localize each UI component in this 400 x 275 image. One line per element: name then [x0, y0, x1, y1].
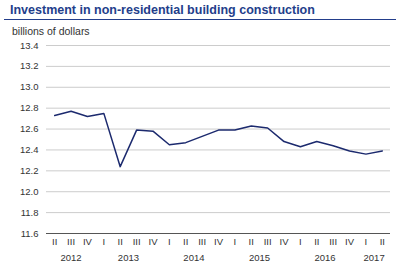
svg-text:I: I: [103, 236, 106, 247]
svg-text:I: I: [299, 236, 302, 247]
svg-text:I: I: [168, 236, 171, 247]
svg-text:II: II: [314, 236, 319, 247]
html-text:Investment in non-residential: Investment in non-residential building c…: [10, 3, 315, 17]
svg-text:2016: 2016: [314, 252, 335, 263]
svg-text:III: III: [133, 236, 141, 247]
svg-text:II: II: [380, 236, 385, 247]
svg-text:IV: IV: [345, 236, 355, 247]
svg-text:IV: IV: [83, 236, 93, 247]
svg-text:II: II: [249, 236, 254, 247]
svg-text:13.2: 13.2: [20, 60, 39, 71]
svg-text:2014: 2014: [183, 252, 204, 263]
svg-text:12.2: 12.2: [20, 165, 39, 176]
svg-text:I: I: [234, 236, 237, 247]
svg-text:13.0: 13.0: [20, 81, 39, 92]
svg-text:12.6: 12.6: [20, 123, 39, 134]
svg-text:I: I: [365, 236, 368, 247]
svg-text:II: II: [118, 236, 123, 247]
svg-text:III: III: [67, 236, 75, 247]
svg-text:12.0: 12.0: [20, 186, 39, 197]
svg-text:IV: IV: [214, 236, 224, 247]
svg-text:2013: 2013: [118, 252, 139, 263]
svg-text:III: III: [198, 236, 206, 247]
svg-text:III: III: [329, 236, 337, 247]
html-text:billions of dollars: billions of dollars: [12, 25, 90, 37]
svg-text:IV: IV: [148, 236, 158, 247]
svg-text:2017: 2017: [364, 252, 385, 263]
svg-text:12.8: 12.8: [20, 102, 39, 113]
svg-text:12.4: 12.4: [20, 144, 39, 155]
svg-text:IV: IV: [280, 236, 290, 247]
svg-text:13.4: 13.4: [20, 40, 39, 51]
svg-text:2015: 2015: [249, 252, 270, 263]
svg-text:11.8: 11.8: [21, 207, 39, 218]
svg-text:II: II: [52, 236, 57, 247]
svg-text:2012: 2012: [61, 252, 82, 263]
svg-text:III: III: [264, 236, 272, 247]
svg-text:II: II: [183, 236, 188, 247]
svg-text:11.6: 11.6: [21, 228, 39, 239]
